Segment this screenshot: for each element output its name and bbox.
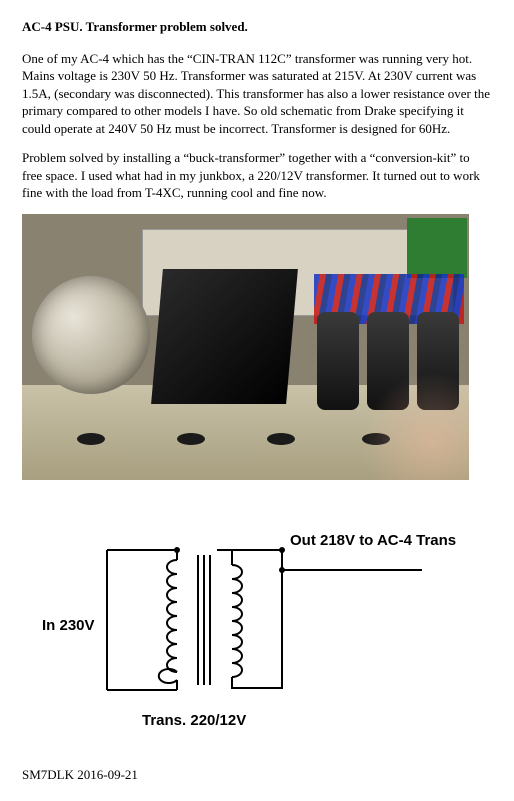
footer-signature: SM7DLK 2016-09-21 — [22, 766, 492, 784]
photo-chassis — [22, 214, 469, 480]
schematic-in-label: In 230V — [42, 617, 95, 634]
paragraph-1: One of my AC-4 which has the “CIN-TRAN 1… — [22, 50, 492, 138]
paragraph-2: Problem solved by installing a “buck-tra… — [22, 149, 492, 202]
schematic-diagram: In 230V Out 218V to AC-4 Trans Trans. 22… — [22, 510, 469, 750]
schematic-out-label: Out 218V to AC-4 Trans — [290, 532, 456, 549]
schematic-trans-label: Trans. 220/12V — [142, 712, 246, 729]
page-title: AC-4 PSU. Transformer problem solved. — [22, 18, 492, 36]
